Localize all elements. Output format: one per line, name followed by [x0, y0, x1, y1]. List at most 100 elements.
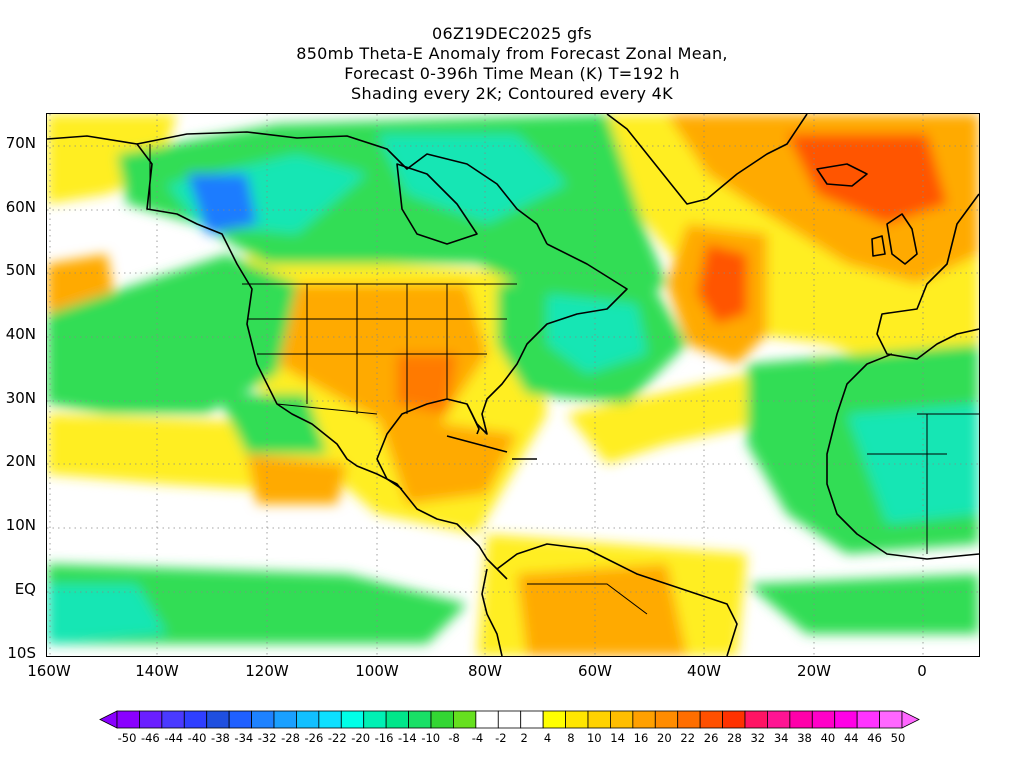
borders: [149, 144, 979, 615]
map-panel: [46, 113, 980, 657]
colorbar-cell: [251, 710, 275, 729]
colorbar-cell: [834, 710, 858, 729]
colorbar-cell: [475, 710, 499, 729]
lat-label: EQ: [14, 580, 36, 598]
lat-label: 30N: [5, 389, 36, 407]
colorbar-tick-label: -28: [281, 731, 300, 745]
colorbar-tick-label: 28: [727, 731, 742, 745]
lon-label: 20W: [797, 662, 831, 680]
lat-label: 10N: [5, 516, 36, 534]
colorbar-tick-label: -16: [374, 731, 394, 745]
colorbar-cell: [206, 710, 230, 729]
colorbar-tick-label: 44: [843, 731, 859, 745]
colorbar-tick-label: 10: [586, 731, 602, 745]
colorbar-cell: [318, 710, 342, 729]
colorbar-cell: [183, 710, 208, 729]
colorbar-tick-label: -2: [495, 731, 507, 745]
colorbar-cell: [879, 710, 903, 729]
colorbar-tick-label: 38: [797, 731, 812, 745]
colorbar-tick-label: 4: [543, 731, 552, 745]
colorbar-cell: [677, 710, 701, 729]
colorbar-tick-label: -32: [257, 731, 277, 745]
colorbar-tick-label: -38: [211, 731, 230, 745]
lon-label: 140W: [135, 662, 179, 680]
colorbar-tick-label: -34: [234, 731, 254, 745]
colorbar-cell: [654, 710, 679, 729]
lat-label: 50N: [5, 261, 36, 279]
colorbar-cell: [856, 710, 880, 729]
colorbar-tick-label: 32: [750, 731, 766, 745]
colorbar-tick-label: -4: [471, 731, 484, 745]
colorbar-cell: [408, 710, 432, 729]
colorbar-cell: [632, 710, 656, 729]
colorbar-tick-label: 20: [657, 731, 672, 745]
colorbar-tick-label: 14: [610, 731, 625, 745]
colorbar-cell: [587, 710, 611, 729]
colorbar-cell: [139, 710, 163, 729]
colorbar-cell: [340, 710, 365, 729]
colorbar-tick-label: -50: [117, 731, 137, 745]
colorbar-tick-label: -14: [397, 731, 417, 745]
colorbar-cell: [565, 710, 589, 729]
colorbar-cell: [228, 710, 252, 729]
colorbar-cell: [497, 710, 522, 729]
lat-label: 20N: [5, 452, 36, 470]
colorbar-tick-label: 2: [520, 731, 528, 745]
colorbar-tick-label: -20: [351, 731, 371, 745]
colorbar-cell: [116, 710, 140, 729]
shading-layer: [47, 114, 979, 656]
lat-label: 70N: [5, 134, 36, 152]
anomaly-map: [47, 114, 979, 656]
colorbar-tick-label: -8: [448, 731, 460, 745]
lat-label: 60N: [5, 198, 36, 216]
colorbar-tick-label: 8: [567, 731, 575, 745]
colorbar-tick-label: 40: [820, 731, 836, 745]
title-line-3: Forecast 0-396h Time Mean (K) T=192 h: [344, 64, 680, 83]
title-line-1: 06Z19DEC2025 gfs: [431, 24, 592, 43]
colorbar-tick-label: -46: [140, 731, 160, 745]
colorbar-cell: [789, 710, 813, 729]
colorbar-tick-label: -10: [421, 731, 441, 745]
colorbar-cell: [767, 710, 791, 729]
colorbar-tick-label: 50: [890, 731, 906, 745]
colorbar-cell: [453, 710, 477, 729]
lon-label: 120W: [245, 662, 289, 680]
colorbar-cell: [430, 710, 454, 729]
graticule: [47, 114, 979, 656]
colorbar-tick-label: 34: [773, 731, 789, 745]
colorbar-cell: [722, 710, 746, 729]
colorbar-tick-label: 22: [680, 731, 696, 745]
colorbar-cell: [385, 710, 409, 729]
colorbar-tick-label: -22: [327, 731, 347, 745]
colorbar-arrow-right: [901, 710, 920, 729]
lat-label: 40N: [5, 325, 36, 343]
colorbar-tick-label: 46: [867, 731, 882, 745]
colorbar-cell: [811, 710, 836, 729]
lon-label: 60W: [578, 662, 612, 680]
lon-label: 40W: [687, 662, 721, 680]
lat-label: 10S: [7, 644, 36, 662]
colorbar-cell: [699, 710, 723, 729]
title-line-2: 850mb Theta-E Anomaly from Forecast Zona…: [296, 44, 728, 63]
colorbar-tick-label: -44: [164, 731, 184, 745]
lon-label: 0: [917, 662, 927, 680]
colorbar-tick-label: 16: [633, 731, 649, 745]
lon-label: 80W: [468, 662, 502, 680]
colorbar-tick-label: -26: [304, 731, 324, 745]
colorbar-cell: [520, 710, 544, 729]
colorbar-cell: [161, 710, 185, 729]
colorbar-cell: [363, 710, 387, 729]
colorbar-cell: [296, 710, 320, 729]
colorbar-tick-label: -40: [187, 731, 207, 745]
lon-label: 100W: [355, 662, 399, 680]
colorbar-cell: [273, 710, 297, 729]
lon-label: 160W: [27, 662, 71, 680]
colorbar-tick-label: 26: [703, 731, 719, 745]
colorbar-arrow-left: [99, 710, 118, 729]
colorbar-cell: [744, 710, 768, 729]
title-line-4: Shading every 2K; Contoured every 4K: [351, 84, 673, 103]
colorbar-cell: [610, 710, 634, 729]
plot-title: 06Z19DEC2025 gfs 850mb Theta-E Anomaly f…: [0, 24, 1024, 104]
coastlines: [47, 114, 979, 656]
colorbar-cell: [542, 710, 566, 729]
